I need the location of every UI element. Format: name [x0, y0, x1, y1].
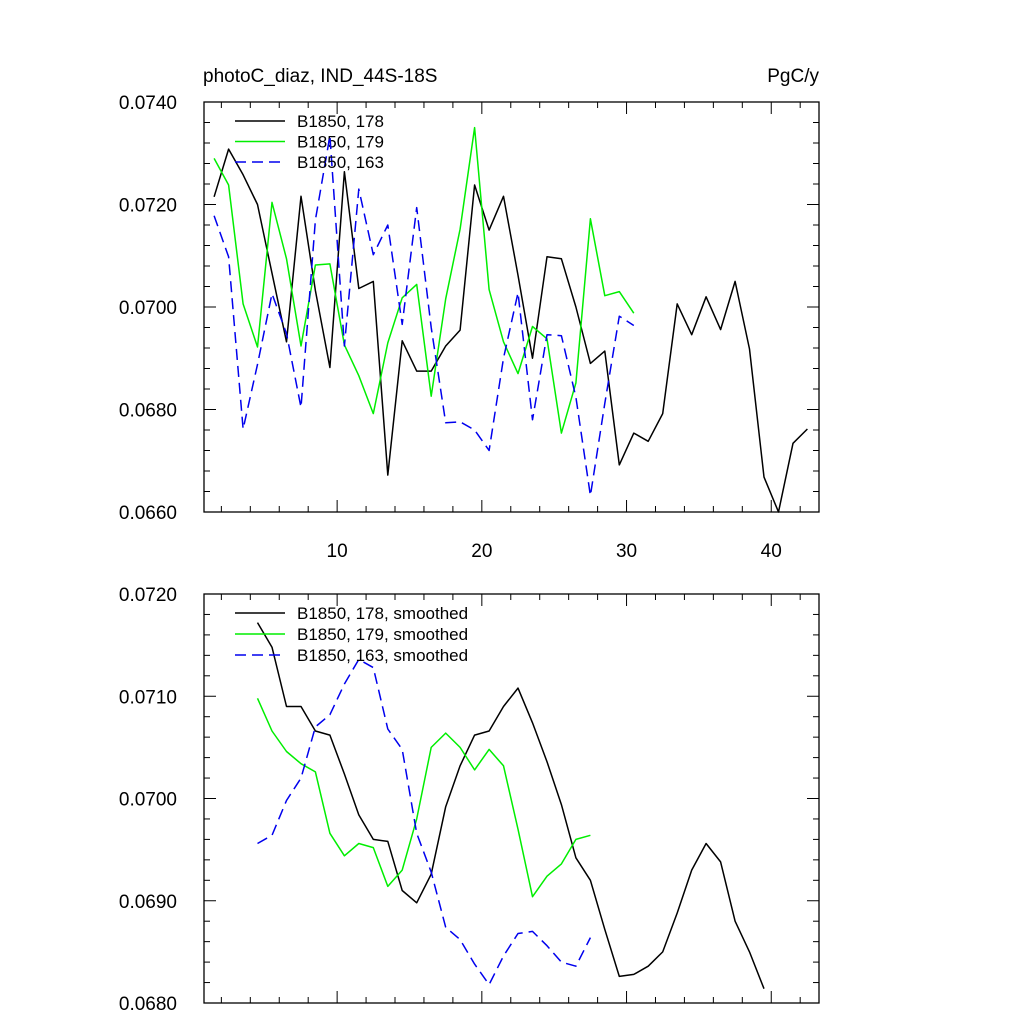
y-tick-label: 0.0690 — [119, 892, 177, 913]
x-tick-label: 30 — [616, 541, 637, 562]
legend-label: B1850, 163 — [297, 153, 384, 172]
legend-label: B1850, 179 — [297, 133, 384, 152]
legend-label: B1850, 179, smoothed — [297, 625, 468, 644]
y-tick-label: 0.0700 — [119, 790, 177, 811]
legend-label: B1850, 163, smoothed — [297, 646, 468, 665]
y-tick-label: 0.0700 — [119, 298, 177, 319]
series-line-1 — [256, 622, 765, 989]
y-tick-label: 0.0740 — [119, 93, 177, 114]
series-line-3 — [213, 135, 635, 497]
y-tick-label: 0.0720 — [119, 585, 177, 606]
series-line-3 — [257, 658, 592, 986]
x-tick-label: 40 — [761, 541, 782, 562]
units-label: PgC/y — [767, 66, 819, 87]
y-tick-label: 0.0680 — [119, 994, 177, 1015]
chart-title: photoC_diaz, IND_44S-18S — [203, 66, 437, 87]
bottom-panel: 0.0680 0.0690 0.0700 0.0710 0.0720 B1850, 178… — [119, 585, 820, 1015]
y-tick-label: 0.0710 — [119, 687, 177, 708]
x-tick-label: 20 — [471, 541, 492, 562]
x-tick-label: 10 — [327, 541, 348, 562]
y-tick-label: 0.0680 — [119, 401, 177, 422]
y-tick-label: 0.0660 — [119, 503, 177, 524]
legend-label: B1850, 178, smoothed — [297, 604, 468, 623]
series-line-2 — [256, 697, 591, 898]
top-panel: 0.0660 0.0680 0.0700 0.0720 0.0740 10 20 30 40 B1… — [119, 93, 820, 562]
legend-label: B1850, 178 — [297, 112, 384, 131]
y-tick-label: 0.0720 — [119, 196, 177, 217]
series-line-2 — [213, 126, 635, 434]
